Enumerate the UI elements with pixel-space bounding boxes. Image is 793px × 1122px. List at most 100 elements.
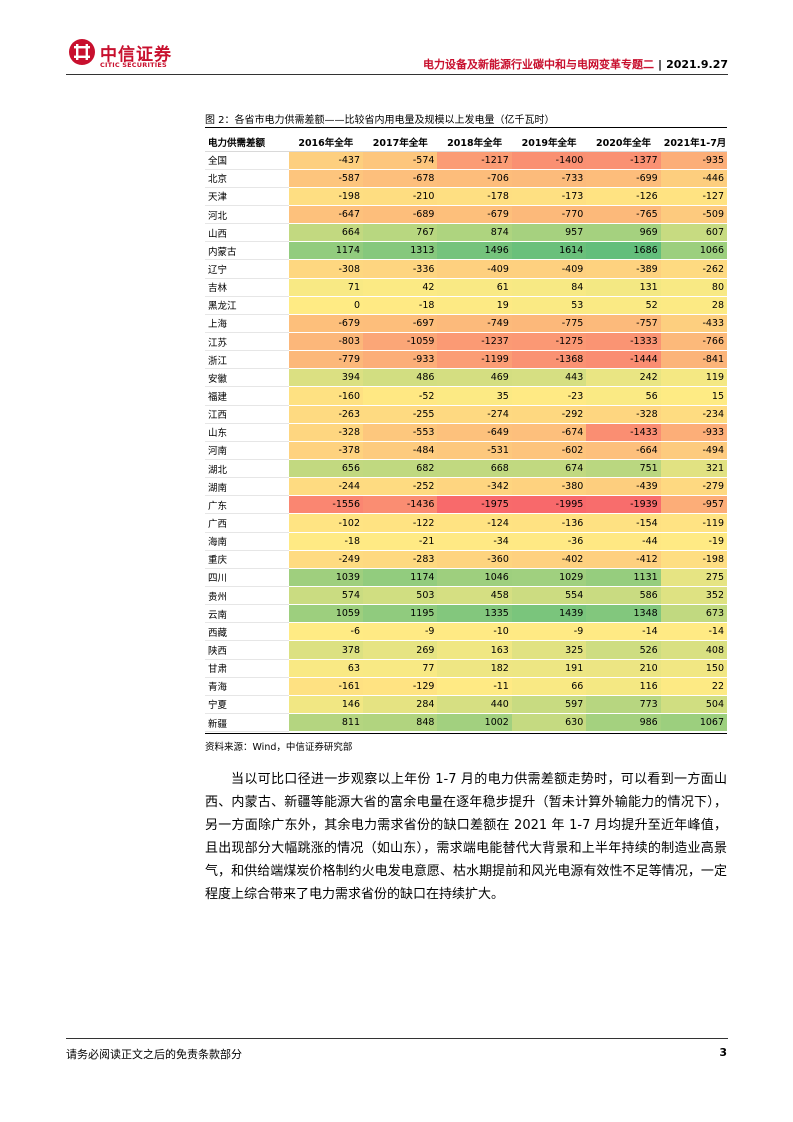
value-cell: -437	[288, 151, 364, 170]
value-cell: -9	[363, 622, 438, 642]
value-cell: -933	[660, 423, 727, 442]
value-cell: -679	[288, 314, 364, 334]
value-cell: 269	[363, 640, 438, 660]
logo-chinese-name: 中信证券	[100, 45, 172, 65]
province-name: 湖南	[205, 477, 289, 497]
figure-title: 图 2：各省市电力供需差额——比较省内用电量及规模以上发电量（亿千瓦时）	[205, 115, 555, 126]
value-cell: 1046	[437, 568, 512, 588]
supply-demand-table: 电力供需差额 2016年全年 2017年全年 2018年全年 2019年全年 2020年全…	[205, 133, 727, 733]
value-cell: -263	[288, 405, 364, 424]
value-cell: 664	[288, 223, 364, 243]
value-cell: -933	[363, 350, 438, 370]
value-cell: 597	[511, 695, 587, 715]
province-name: 全国	[205, 151, 289, 170]
value-cell: 554	[511, 586, 587, 606]
table-row: 陕西 378 269 163 325 526 408	[205, 640, 727, 660]
value-cell: 1066	[660, 241, 727, 261]
value-cell: -14	[586, 622, 661, 642]
column-header-label: 电力供需差额	[205, 133, 289, 152]
value-cell: 56	[586, 386, 661, 406]
table-row: 江西 -263 -255 -274 -292 -328 -234	[205, 405, 727, 424]
table-row: 甘肃 63 77 182 191 210 150	[205, 659, 727, 678]
province-name: 山东	[205, 423, 289, 442]
value-cell: -154	[586, 513, 661, 533]
value-cell: 458	[437, 586, 512, 606]
value-cell: -779	[288, 350, 364, 370]
value-cell: 84	[511, 278, 587, 297]
value-cell: 53	[511, 296, 587, 315]
value-cell: -249	[288, 550, 364, 569]
value-cell: -1939	[586, 495, 661, 515]
province-name: 江西	[205, 405, 289, 424]
value-cell: -292	[511, 405, 587, 424]
value-cell: 394	[288, 368, 364, 388]
value-cell: -52	[363, 386, 438, 406]
value-cell: -647	[288, 205, 364, 225]
value-cell: -766	[660, 332, 727, 352]
value-cell: -336	[363, 259, 438, 279]
table-row: 海南 -18 -21 -34 -36 -44 -19	[205, 532, 727, 551]
value-cell: 1496	[437, 241, 512, 261]
value-cell: -678	[363, 169, 438, 188]
value-cell: -402	[511, 550, 587, 569]
value-cell: 325	[511, 640, 587, 660]
value-cell: -664	[586, 441, 661, 461]
value-cell: -198	[660, 550, 727, 569]
value-cell: 119	[660, 368, 727, 388]
value-cell: -262	[660, 259, 727, 279]
table-row: 广西 -102 -122 -124 -136 -154 -119	[205, 513, 727, 533]
table-row: 贵州 574 503 458 554 586 352	[205, 586, 727, 606]
value-cell: 242	[586, 368, 661, 388]
table-row: 山东 -328 -553 -649 -674 -1433 -933	[205, 423, 727, 442]
table-row: 青海 -161 -129 -11 66 116 22	[205, 677, 727, 696]
province-name: 天津	[205, 187, 289, 207]
figure-source: 资料来源：Wind，中信证券研究部	[205, 742, 353, 753]
value-cell: -34	[437, 532, 512, 551]
value-cell: 486	[363, 368, 438, 388]
value-cell: -160	[288, 386, 364, 406]
province-name: 河北	[205, 205, 289, 225]
value-cell: 1335	[437, 604, 512, 624]
table-row: 吉林 71 42 61 84 131 80	[205, 278, 727, 297]
value-cell: -234	[660, 405, 727, 424]
province-name: 河南	[205, 441, 289, 461]
value-cell: 1002	[437, 713, 512, 733]
province-name: 福建	[205, 386, 289, 406]
table-row: 广东 -1556 -1436 -1975 -1995 -1939 -957	[205, 495, 727, 515]
value-cell: 1195	[363, 604, 438, 624]
value-cell: 191	[511, 659, 587, 678]
value-cell: 28	[660, 296, 727, 315]
value-cell: -10	[437, 622, 512, 642]
value-cell: 674	[511, 459, 587, 479]
value-cell: -602	[511, 441, 587, 461]
value-cell: -841	[660, 350, 727, 370]
value-cell: -587	[288, 169, 364, 188]
table-row: 北京 -587 -678 -706 -733 -699 -446	[205, 169, 727, 188]
value-cell: 210	[586, 659, 661, 678]
value-cell: -1275	[511, 332, 587, 352]
value-cell: 574	[288, 586, 364, 606]
province-name: 安徽	[205, 368, 289, 388]
value-cell: 668	[437, 459, 512, 479]
value-cell: -757	[586, 314, 661, 334]
value-cell: -409	[437, 259, 512, 279]
value-cell: 1131	[586, 568, 661, 588]
value-cell: 1059	[288, 604, 364, 624]
value-cell: 607	[660, 223, 727, 243]
title-separator: |	[658, 58, 663, 71]
value-cell: -252	[363, 477, 438, 497]
footer-disclaimer: 请务必阅读正文之后的免责条款部分	[66, 1048, 242, 1061]
value-cell: -1400	[511, 151, 587, 170]
province-name: 江苏	[205, 332, 289, 352]
table-row: 天津 -198 -210 -178 -173 -126 -127	[205, 187, 727, 207]
value-cell: -210	[363, 187, 438, 207]
value-cell: -127	[660, 187, 727, 207]
value-cell: 408	[660, 640, 727, 660]
value-cell: -136	[511, 513, 587, 533]
value-cell: 656	[288, 459, 364, 479]
value-cell: 1348	[586, 604, 661, 624]
value-cell: 1686	[586, 241, 661, 261]
value-cell: -439	[586, 477, 661, 497]
value-cell: 469	[437, 368, 512, 388]
province-name: 陕西	[205, 640, 289, 660]
